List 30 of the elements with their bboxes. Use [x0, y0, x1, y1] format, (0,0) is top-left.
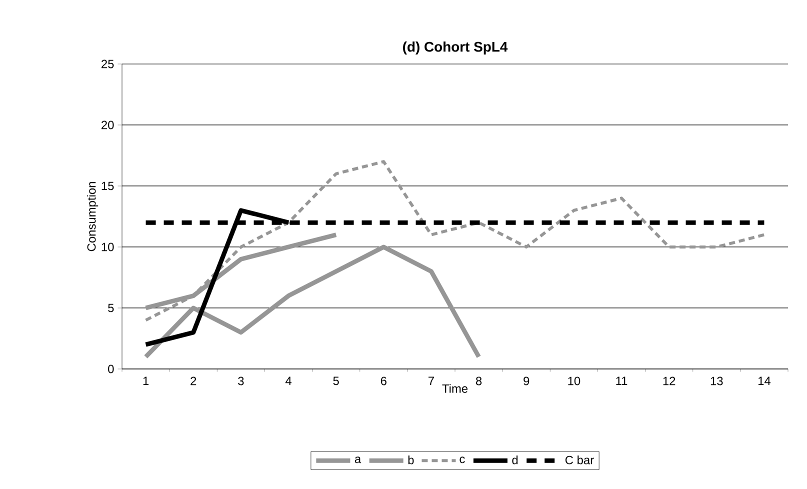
x-tick-label: 4: [285, 376, 292, 385]
x-tick-label: 2: [190, 376, 196, 386]
y-tick-label: 15: [102, 182, 114, 190]
x-tick-label: 12: [663, 376, 676, 386]
y-tick-label: 25: [102, 60, 114, 68]
x-tick-label: 5: [333, 376, 339, 386]
y-tick-label: 0: [108, 364, 114, 374]
x-tick-label: 13: [710, 376, 723, 386]
x-tick-label: 1: [143, 376, 149, 385]
x-axis-title: Time: [442, 384, 468, 393]
x-tick-label: 3: [238, 376, 244, 386]
x-tick-label: 6: [380, 376, 386, 386]
legend-label: b: [408, 456, 414, 464]
y-tick-label: 5: [108, 304, 114, 312]
x-tick-label: 14: [758, 376, 771, 385]
x-tick-label: 9: [524, 376, 530, 386]
line-series: [144, 244, 482, 360]
legend-label: d: [512, 456, 518, 464]
y-tick-label: 20: [102, 120, 114, 130]
x-tick-label: 8: [476, 376, 482, 386]
y-tick-label: 10: [102, 242, 114, 252]
legend-label: c: [460, 456, 465, 464]
x-tick-label: 10: [568, 376, 580, 386]
x-tick-label: 7: [428, 376, 434, 385]
y-axis-title: Consumption: [86, 182, 98, 252]
x-tick-label: 11: [616, 376, 628, 385]
legend-label: a: [354, 456, 362, 464]
line-series: [144, 160, 766, 322]
chart-title: (d) Cohort SpL4: [403, 41, 508, 54]
legend-label: C bar: [565, 456, 594, 464]
